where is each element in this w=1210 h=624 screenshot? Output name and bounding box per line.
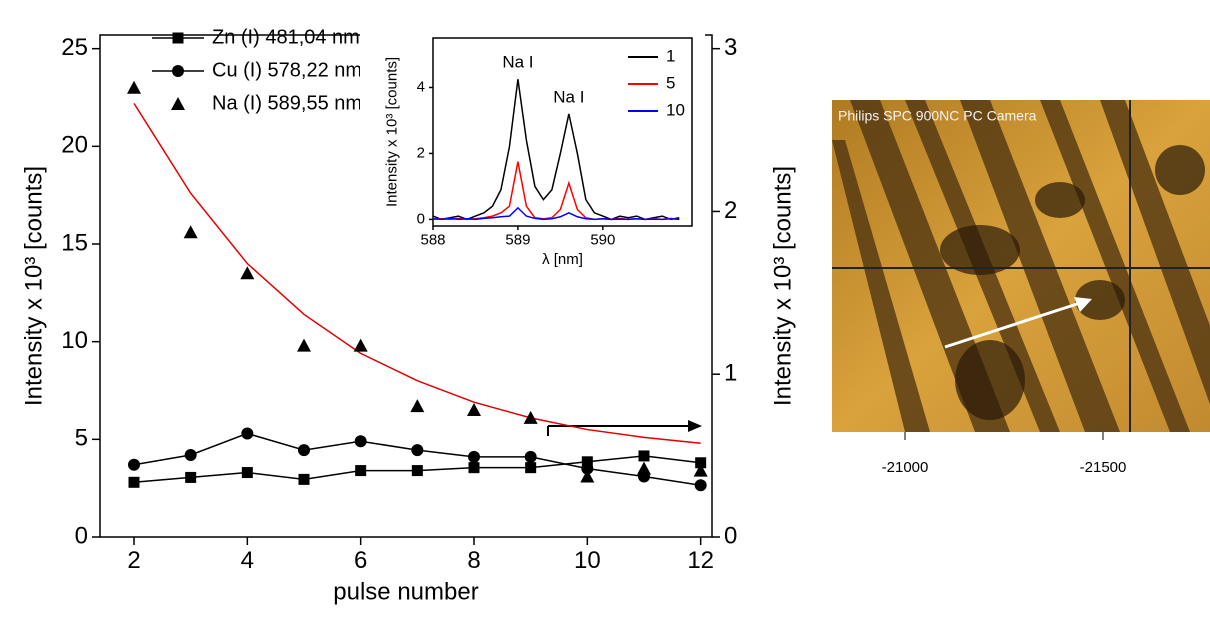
legend-label: 1 (666, 46, 675, 65)
y-tick-label: 0 (75, 522, 88, 549)
marker (183, 225, 198, 239)
marker (298, 444, 310, 457)
marker (523, 410, 538, 424)
series-line (432, 206, 680, 221)
x-tick-label: 8 (467, 547, 480, 574)
marker (524, 450, 537, 463)
plot-frame (432, 37, 693, 227)
marker (694, 479, 707, 492)
marker (240, 266, 255, 280)
axis-arrowhead (688, 420, 702, 432)
annotation: Na I (502, 53, 533, 72)
y-axis-label: Intensity x 10³ [counts] (21, 166, 48, 406)
x-tick-label: 4 (241, 547, 254, 574)
legend-label: Zn (I) 481,04 nm (212, 26, 360, 48)
marker (184, 448, 197, 461)
marker (127, 80, 141, 94)
marker (411, 465, 423, 477)
photo-tick-label: -21500 (1080, 459, 1127, 476)
marker (693, 463, 708, 477)
fit-line (133, 102, 701, 444)
photo-blotches (940, 145, 1205, 420)
x-tick-label: 588 (420, 231, 445, 248)
marker (241, 427, 254, 440)
y-tick-label: 25 (61, 34, 88, 61)
marker (638, 450, 650, 462)
marker (525, 462, 537, 474)
photo: Philips SPC 900NC PC Camera (832, 100, 1210, 432)
legend-label: Na (I) 589,55 nm (212, 92, 362, 114)
marker (297, 338, 311, 352)
y2-tick-label: 3 (724, 34, 737, 61)
y2-axis-label: Intensity x 10³ [counts] (769, 166, 796, 406)
y-tick-label: 4 (417, 78, 425, 95)
x-tick-label: 589 (505, 231, 530, 248)
marker (128, 476, 140, 488)
marker (355, 465, 367, 477)
marker (353, 338, 368, 352)
marker (410, 399, 425, 413)
legend-label: 10 (666, 100, 685, 119)
annotation: Na I (553, 87, 584, 106)
photo-caption: Philips SPC 900NC PC Camera (838, 108, 1037, 124)
marker (637, 461, 651, 475)
marker (695, 457, 707, 469)
marker (354, 435, 367, 448)
y-tick-label: 5 (75, 425, 88, 452)
marker (185, 471, 197, 483)
marker (128, 458, 140, 471)
x-tick-label: 10 (574, 547, 601, 574)
y2-tick-label: 2 (724, 197, 737, 224)
marker (172, 32, 184, 44)
marker (172, 65, 184, 77)
y-tick-label: 15 (61, 229, 88, 256)
x-tick-label: 6 (354, 547, 367, 574)
inset-bg (360, 30, 705, 285)
marker (411, 444, 424, 457)
x-tick-label: 12 (687, 547, 714, 574)
y-tick-label: 2 (417, 144, 425, 161)
photo-arrow (944, 301, 1081, 349)
marker (468, 462, 480, 474)
y-tick-label: 20 (61, 132, 88, 159)
marker (171, 97, 185, 110)
marker (581, 462, 594, 475)
y-axis-label: Intensity x 10³ [counts] (383, 57, 400, 207)
marker (241, 467, 253, 479)
series-line (432, 79, 680, 221)
y-tick-label: 0 (417, 210, 425, 227)
marker (580, 469, 595, 483)
marker (467, 403, 481, 417)
x-tick-label: 590 (590, 231, 615, 248)
marker (298, 473, 310, 485)
y2-tick-label: 1 (724, 360, 737, 387)
x-axis-label: pulse number (333, 578, 478, 605)
y2-tick-label: 0 (724, 522, 737, 549)
marker (581, 456, 593, 468)
marker (468, 450, 480, 463)
x-tick-label: 2 (127, 547, 140, 574)
photo-arrowhead (1074, 297, 1092, 312)
photo-tick-label: -21000 (882, 459, 929, 476)
legend-label: Cu (I) 578,22 nm (212, 59, 362, 81)
x-axis-label: λ [nm] (542, 251, 583, 268)
y-tick-label: 10 (61, 327, 88, 354)
legend-label: 5 (666, 73, 675, 92)
